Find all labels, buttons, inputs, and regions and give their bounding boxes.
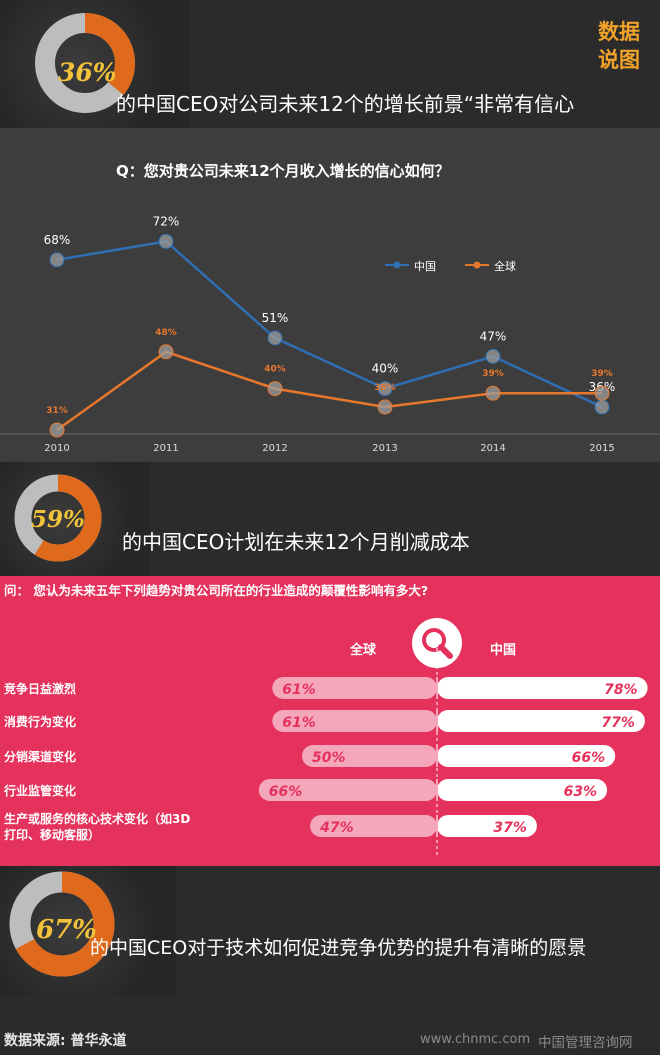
- value-global: 50%: [312, 750, 346, 766]
- x-tick-label: 2015: [589, 443, 614, 454]
- site-url[interactable]: www.chnmc.com: [420, 1032, 531, 1047]
- line-chart-title: Q：您对贵公司未来12个月收入增长的信心如何？: [116, 162, 450, 180]
- x-tick-label: 2014: [480, 443, 505, 454]
- bar-seam: [436, 815, 438, 837]
- value-china: 66%: [572, 750, 606, 766]
- bar-seam: [436, 710, 438, 732]
- value-global: 47%: [319, 820, 354, 836]
- stat-value-59: 59%: [31, 506, 85, 533]
- logo-line1: 数据: [598, 20, 640, 44]
- series-line-global: [56, 350, 602, 432]
- bar-chart: 竞争日益激烈 61% 78% 消费行为变化 61% 77% 分销渠道变化 50% 66% 行业监管…: [3, 636, 648, 856]
- legend-label: 全球: [494, 259, 516, 273]
- legend-global: 全球: [350, 643, 377, 658]
- data-label: 40%: [372, 362, 399, 376]
- logo: 数据 说图: [592, 18, 646, 80]
- bar-global: [258, 779, 437, 801]
- line-chart: 2010 2011 2012 2013 2014 2015 68% 72% 51% 40% 47% 3…: [0, 214, 660, 454]
- source-text: 数据来源: 普华永道: [4, 1033, 127, 1049]
- category-label: 打印、移动客服）: [4, 827, 100, 842]
- data-point: [485, 348, 501, 364]
- value-global: 61%: [282, 682, 316, 698]
- donut-arc: [14, 474, 102, 562]
- data-label: 40%: [264, 365, 286, 375]
- category-label: 消费行为变化: [4, 714, 76, 729]
- donut-36: [35, 13, 135, 113]
- bar-chart-panel: 问： 您认为未来五年下列趋势对贵公司所在的行业造成的颠覆性影响有多大? 全球 中…: [0, 576, 660, 866]
- data-point: [267, 381, 283, 397]
- data-label: 51%: [262, 311, 289, 325]
- bar-seam: [436, 677, 438, 699]
- data-point: [158, 233, 174, 249]
- series-line-china: [56, 240, 603, 409]
- site-brand: 中国管理咨询网: [538, 1035, 633, 1051]
- data-point: [377, 381, 393, 397]
- stat-value-36: 36%: [58, 58, 117, 87]
- data-label: 68%: [44, 233, 71, 247]
- stat-value-67: 67%: [36, 915, 97, 945]
- value-china: 78%: [604, 682, 638, 698]
- data-label: 39%: [482, 369, 504, 379]
- donut-arc: [35, 13, 135, 113]
- data-label: 72%: [153, 214, 180, 228]
- donut-67: [9, 871, 115, 977]
- value-global: 66%: [269, 784, 303, 800]
- bar-chart-question: 问： 您认为未来五年下列趋势对贵公司所在的行业造成的颠覆性影响有多大?: [4, 583, 429, 598]
- bar-seam: [436, 779, 438, 801]
- data-point: [594, 385, 610, 401]
- stat-text-36: 的中国CEO对公司未来12个的增长前景“非常有信心: [116, 92, 575, 116]
- value-china: 63%: [564, 784, 598, 800]
- bar-china: [437, 710, 645, 732]
- data-label: 47%: [480, 329, 507, 343]
- donut-59: [14, 474, 102, 562]
- bar-china: [437, 779, 608, 801]
- data-point: [49, 422, 65, 438]
- legend-label: 中国: [414, 260, 436, 273]
- bar-global: [302, 745, 437, 767]
- donut-arc: [9, 871, 115, 977]
- bar-seam: [436, 745, 438, 767]
- logo-line2: 说图: [598, 48, 640, 72]
- data-point: [158, 344, 174, 360]
- x-tick-label: 2010: [44, 443, 69, 454]
- category-label: 生产或服务的核心技术变化（如3D: [4, 811, 190, 826]
- legend-marker: [393, 261, 401, 269]
- data-label: 36%: [374, 383, 396, 393]
- bar-china: [437, 677, 648, 699]
- bar-global: [272, 710, 437, 732]
- data-label: 39%: [591, 369, 613, 379]
- legend-china: 中国: [490, 643, 517, 658]
- value-china: 77%: [601, 715, 635, 731]
- bar-china: [437, 815, 537, 837]
- x-tick-label: 2012: [262, 443, 287, 454]
- data-point: [594, 399, 610, 415]
- line-chart-panel: Q：您对贵公司未来12个月收入增长的信心如何？ 2010 2011 2012 2013…: [0, 128, 660, 462]
- value-china: 37%: [493, 820, 527, 836]
- category-label: 竞争日益激烈: [4, 681, 76, 696]
- x-tick-label: 2013: [372, 443, 397, 454]
- x-tick-label: 2011: [153, 443, 178, 454]
- legend-marker: [473, 261, 481, 269]
- bar-global: [272, 677, 437, 699]
- data-point: [485, 385, 501, 401]
- data-point: [377, 399, 393, 415]
- category-label: 分销渠道变化: [4, 749, 76, 764]
- data-point: [267, 330, 283, 346]
- data-label: 31%: [46, 406, 68, 416]
- category-label: 行业监管变化: [3, 783, 76, 798]
- bar-china: [437, 745, 616, 767]
- stat-text-67: 的中国CEO对于技术如何促进竞争优势的提升有清晰的愿景: [90, 937, 587, 959]
- value-global: 61%: [282, 715, 316, 731]
- stat-text-59: 的中国CEO计划在未来12个月削减成本: [122, 530, 470, 554]
- data-label: 48%: [155, 328, 177, 338]
- data-point: [49, 252, 65, 268]
- bar-global: [310, 815, 437, 837]
